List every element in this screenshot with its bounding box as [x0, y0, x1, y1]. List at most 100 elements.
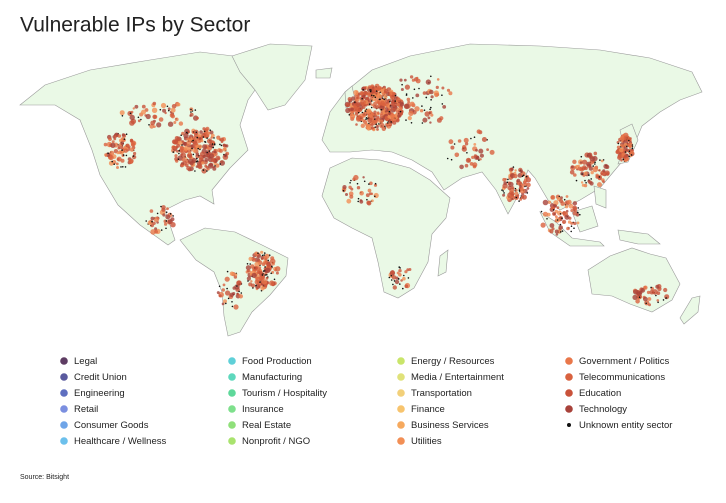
ip-dot [521, 194, 527, 200]
ip-dot [390, 279, 393, 281]
ip-dot [238, 290, 240, 293]
ip-dot [619, 135, 625, 141]
ip-dot [361, 94, 366, 99]
ip-dot [178, 149, 180, 152]
ip-dot [419, 109, 424, 113]
legend-marker [60, 389, 68, 397]
ip-dot [390, 121, 393, 123]
ip-dot [197, 147, 199, 150]
ip-dot [123, 148, 128, 153]
ip-dot [519, 169, 523, 173]
ip-dot [473, 154, 478, 158]
ip-dot [383, 95, 388, 99]
ip-dot [258, 270, 263, 276]
ip-dot [265, 276, 269, 280]
ip-dot [522, 174, 525, 177]
ip-dot [525, 177, 531, 183]
ip-dot [379, 122, 385, 129]
ip-dot [632, 294, 638, 300]
ip-dot [257, 252, 259, 254]
ip-dot [412, 97, 414, 99]
ip-dot [172, 151, 175, 153]
ip-dot [555, 233, 559, 236]
ip-dot [647, 297, 652, 301]
ip-dot [657, 301, 659, 304]
ip-dot [373, 110, 377, 114]
ip-dot [122, 166, 124, 168]
title: Vulnerable IPs by Sector [20, 14, 250, 37]
ip-dot [409, 75, 414, 79]
ip-dot [209, 130, 214, 135]
ip-dot [465, 157, 471, 163]
ip-dot [180, 146, 185, 151]
ip-dot [375, 123, 378, 126]
ip-dot [116, 151, 120, 155]
legend-label: Unknown entity sector [579, 420, 672, 431]
ip-dot [360, 99, 366, 106]
ip-dot [464, 142, 469, 146]
ip-dot [373, 113, 377, 117]
ip-dot [421, 122, 424, 124]
ip-dot [364, 122, 368, 126]
ip-dot [354, 98, 358, 102]
ip-dot [185, 140, 192, 147]
ip-dot [394, 100, 397, 102]
ip-dot [476, 129, 481, 134]
ip-dot [251, 272, 257, 279]
ip-dot [116, 166, 119, 169]
ip-dot [638, 296, 641, 299]
ip-dot [269, 258, 276, 265]
ip-dot [110, 142, 116, 148]
ip-dot [404, 284, 409, 289]
ip-dot [108, 154, 114, 161]
ip-dot [221, 302, 225, 306]
ip-dot [392, 107, 396, 111]
ip-dot [373, 86, 378, 91]
ip-dot [605, 172, 610, 176]
ip-dot [247, 280, 249, 282]
ip-dot [246, 276, 251, 281]
ip-dot [108, 160, 114, 166]
ip-dot [364, 110, 367, 112]
ip-dot [515, 196, 518, 199]
ip-dot [120, 141, 124, 145]
ip-dot [570, 165, 574, 169]
ip-dot [150, 120, 156, 126]
ip-dot [183, 141, 187, 146]
ip-dot [581, 173, 583, 175]
ip-dot [570, 209, 574, 212]
ip-dot [370, 100, 373, 102]
ip-dot [250, 264, 255, 269]
ip-dot [125, 133, 128, 135]
ip-dot [407, 116, 412, 121]
ip-dot [457, 139, 462, 143]
ip-dot [254, 266, 259, 270]
ip-dot [210, 133, 215, 138]
ip-dot [213, 143, 216, 146]
ip-dot [363, 180, 366, 183]
ip-dot [366, 200, 372, 206]
ip-dot [218, 294, 222, 298]
ip-dot [408, 110, 414, 116]
ip-dot [405, 119, 407, 121]
ip-dot [466, 152, 468, 154]
ip-dot [225, 144, 229, 148]
ip-dot [368, 192, 372, 196]
ip-dot [226, 270, 229, 273]
ip-dot [181, 157, 186, 162]
ip-dot [430, 95, 434, 99]
ip-dot [564, 214, 570, 220]
ip-dot [573, 227, 575, 229]
ip-dot [635, 299, 640, 304]
ip-dot [204, 164, 208, 168]
ip-dot [167, 107, 171, 111]
ip-dot [151, 220, 153, 223]
ip-dot [164, 111, 167, 115]
ip-dot [194, 170, 196, 172]
ip-dot [164, 222, 168, 226]
ip-dot [345, 193, 348, 196]
ip-dot [501, 189, 503, 191]
ip-dot [129, 138, 134, 143]
ip-dot [406, 97, 411, 102]
ip-dot [214, 165, 216, 167]
